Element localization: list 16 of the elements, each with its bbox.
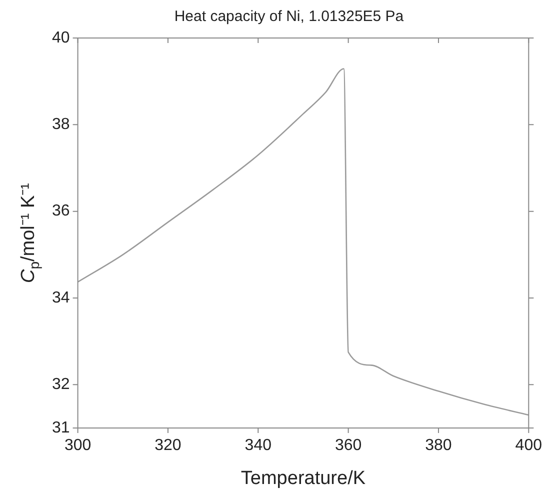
y-tick-label: 38 <box>52 116 70 134</box>
line-series <box>78 68 529 416</box>
y-tick-label: 36 <box>52 202 70 220</box>
x-tick-label: 340 <box>244 437 272 454</box>
y-axis-title: Cp/mol⁻¹ K⁻¹ <box>18 182 42 284</box>
x-tick-label: 380 <box>425 437 452 454</box>
y-tick-label: 34 <box>52 289 70 306</box>
x-tick-label: 360 <box>334 437 362 454</box>
chart-title: Heat capacity of Ni, 1.01325E5 Pa <box>174 8 404 26</box>
y-tick-label: 32 <box>52 376 70 394</box>
y-tick-label: 40 <box>52 29 70 46</box>
x-tick-label: 320 <box>154 437 182 454</box>
y-tick-label: 31 <box>52 419 70 436</box>
x-axis-title: Temperature/K <box>240 468 366 489</box>
x-tick-label: 300 <box>64 437 92 454</box>
x-tick-label: 400 <box>515 437 542 454</box>
